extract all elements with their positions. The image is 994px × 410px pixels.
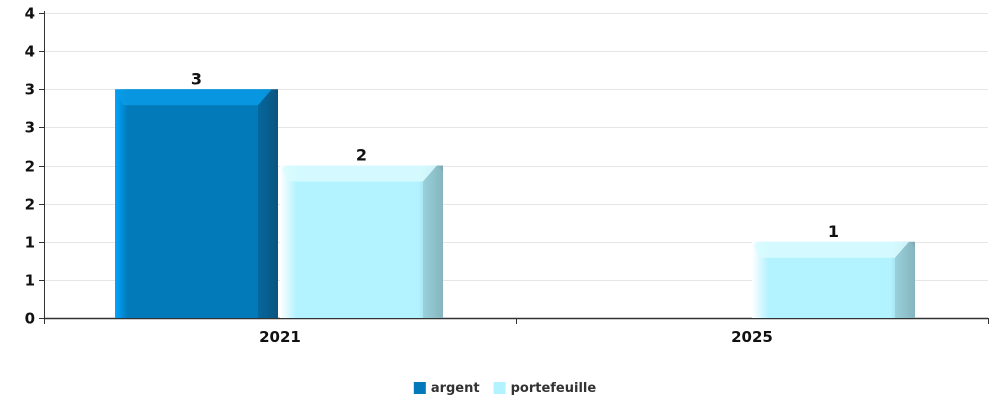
y-tick-label: 4 (25, 43, 35, 61)
bar-portefeuille-2025 (752, 241, 915, 318)
bar-side-bevel (423, 165, 443, 318)
y-tick-label: 2 (25, 158, 35, 176)
y-tick-label: 3 (25, 119, 35, 137)
legend-label: argent (431, 381, 480, 396)
legend-swatch-portefeuille (493, 382, 506, 394)
bar-portefeuille-2021 (280, 165, 443, 318)
bar-top-bevel (117, 89, 272, 106)
x-tick-label: 2021 (259, 328, 301, 346)
y-tick-label: 2 (25, 196, 35, 214)
bar-side-bevel (258, 89, 278, 318)
legend-label: portefeuille (511, 381, 597, 396)
bar-top-bevel (282, 165, 437, 182)
y-tick-label: 1 (25, 272, 35, 290)
y-tick-label: 1 (25, 234, 35, 252)
legend: argent portefeuille (413, 381, 597, 396)
y-tick-label: 4 (25, 5, 35, 23)
bars (115, 89, 915, 318)
bar-top-bevel (754, 241, 909, 258)
data-label-argent-2021: 3 (191, 69, 202, 88)
y-tick-label: 0 (25, 310, 35, 328)
bar-side-bevel (895, 241, 915, 318)
bar-body (115, 89, 278, 318)
axes: 0 1 1 2 2 3 3 4 4 2021 2025 (25, 5, 989, 346)
bar-body (280, 165, 443, 318)
data-label-portefeuille-2025: 1 (828, 222, 839, 241)
x-tick-label: 2025 (731, 328, 773, 346)
legend-swatch-argent (413, 382, 426, 394)
data-labels: 3 2 1 (191, 69, 839, 241)
bar-argent-2021 (115, 89, 278, 318)
data-label-portefeuille-2021: 2 (356, 146, 367, 165)
y-tick-label: 3 (25, 81, 35, 99)
